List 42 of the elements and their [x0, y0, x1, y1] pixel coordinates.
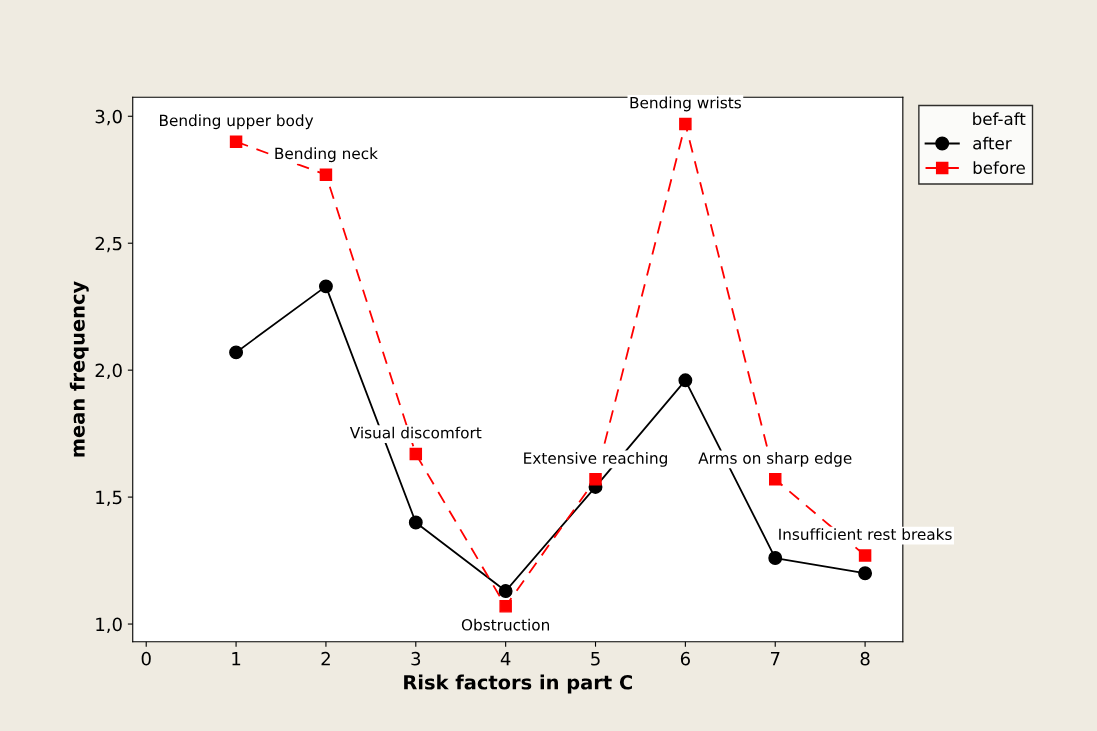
- annotation: Arms on sharp edge: [698, 452, 852, 467]
- x-tick-label: 8: [860, 651, 870, 666]
- point: [499, 600, 512, 613]
- annotation: Bending neck: [275, 147, 378, 163]
- x-tick-label: 6: [680, 651, 690, 666]
- y-tick-label: 2,5: [95, 236, 122, 253]
- point: [318, 279, 333, 294]
- annotation: Bending wrists: [630, 96, 741, 112]
- y-tick-label: 2,0: [95, 363, 122, 380]
- point: [858, 549, 872, 562]
- legend-title: bef-aft: [973, 112, 1026, 126]
- x-tick-label: 2: [321, 651, 330, 666]
- y-tick-label: 1,5: [96, 490, 122, 507]
- x-tick-label: 5: [591, 652, 600, 666]
- annotation: Bending upper body: [160, 114, 314, 130]
- x-tick-label: 7: [770, 652, 780, 666]
- x-tick-label: 3: [411, 651, 421, 666]
- annotation: Visual discomfort: [349, 426, 482, 439]
- annotation: Extensive reaching: [524, 452, 667, 467]
- x-axis-title: Risk factors in part C: [404, 674, 632, 694]
- point: [229, 135, 243, 148]
- point: [768, 551, 783, 565]
- x-tick-label: 1: [232, 652, 241, 666]
- point: [679, 117, 692, 131]
- point: [589, 473, 602, 486]
- point: [229, 345, 244, 360]
- point: [678, 373, 693, 388]
- y-axis-title: mean frequency: [69, 281, 89, 457]
- point: [498, 584, 513, 598]
- x-tick-label: 0: [141, 651, 151, 666]
- annotation: Insufficient rest breaks: [779, 528, 952, 541]
- point: [408, 515, 423, 530]
- legend-label: after: [973, 136, 1012, 150]
- point: [768, 473, 782, 486]
- y-tick-label: 1,0: [96, 617, 122, 633]
- legend-label: before: [973, 161, 1025, 175]
- point: [858, 566, 873, 581]
- x-tick-label: 4: [500, 652, 511, 666]
- annotation: Obstruction: [461, 618, 550, 631]
- y-tick-label: 3,0: [95, 109, 122, 126]
- point: [319, 168, 333, 181]
- point: [409, 447, 423, 461]
